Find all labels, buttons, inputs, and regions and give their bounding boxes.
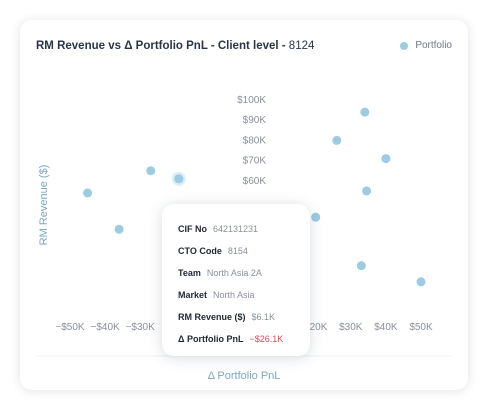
x-tick-label: $40K bbox=[374, 322, 398, 333]
y-tick-label: $60K bbox=[243, 176, 267, 187]
tooltip-value: −$26.1K bbox=[249, 334, 284, 344]
x-tick-label: $20K bbox=[304, 322, 328, 333]
tooltip-value: North Asia 2A bbox=[206, 268, 262, 278]
tooltip-label: Market bbox=[178, 290, 208, 300]
tooltip-row: CTO Code 8154 bbox=[178, 240, 310, 262]
tooltip-row: Team North Asia 2A bbox=[178, 262, 310, 284]
tooltip-value: $6.1K bbox=[251, 312, 276, 322]
tooltip-label: Team bbox=[178, 268, 201, 278]
data-point[interactable] bbox=[311, 212, 321, 222]
data-point[interactable] bbox=[146, 166, 156, 176]
x-tick-label: −$50K bbox=[55, 322, 85, 333]
x-tick-label: $30K bbox=[339, 322, 363, 333]
point-tooltip: CIF No 642131231 CTO Code 8154 Team North Asi… bbox=[162, 204, 310, 356]
tooltip-value: 642131231 bbox=[213, 224, 259, 234]
y-tick-label: $70K bbox=[243, 156, 267, 167]
data-points bbox=[83, 107, 426, 287]
data-point[interactable] bbox=[356, 261, 366, 271]
tooltip-label: Δ Portfolio PnL bbox=[178, 334, 244, 344]
tooltip-label: CIF No bbox=[178, 224, 207, 234]
tooltip-row: CIF No 642131231 bbox=[178, 218, 310, 240]
legend-item-portfolio[interactable]: Portfolio bbox=[400, 40, 452, 51]
tooltip-label: CTO Code bbox=[178, 246, 222, 256]
chart-title-text: RM Revenue vs Δ Portfolio PnL - Client l… bbox=[36, 40, 289, 52]
tooltip-value: North Asia bbox=[213, 290, 255, 300]
data-point[interactable] bbox=[416, 277, 426, 287]
x-tick-label: −$30K bbox=[126, 322, 156, 333]
tooltip-row: Market North Asia bbox=[178, 284, 310, 306]
chart-card: RM Revenue vs Δ Portfolio PnL - Client l… bbox=[20, 20, 468, 390]
data-point[interactable] bbox=[360, 107, 370, 117]
scatter-plot: $60K $70K $80K $90K $100K −$50K −$40K −$30K $20… bbox=[36, 95, 452, 382]
x-tick-label: $50K bbox=[409, 322, 433, 333]
tooltip-row: RM Revenue ($) $6.1K bbox=[178, 306, 310, 328]
x-axis-title: Δ Portfolio PnL bbox=[208, 370, 281, 382]
data-point[interactable] bbox=[114, 224, 124, 234]
data-point[interactable] bbox=[381, 154, 391, 164]
y-tick-labels: $60K $70K $80K $90K $100K bbox=[237, 95, 266, 187]
legend-swatch bbox=[400, 41, 409, 50]
client-id: 8124 bbox=[288, 40, 315, 52]
legend-label: Portfolio bbox=[415, 40, 452, 51]
data-point[interactable] bbox=[362, 186, 372, 196]
data-point[interactable] bbox=[174, 174, 184, 184]
y-tick-label: $100K bbox=[237, 95, 266, 106]
chart-header: RM Revenue vs Δ Portfolio PnL - Client l… bbox=[20, 20, 468, 76]
tooltip-value: 8154 bbox=[227, 246, 248, 256]
x-tick-labels: −$50K −$40K −$30K $20K $30K $40K $50K bbox=[55, 322, 433, 333]
x-tick-label: −$40K bbox=[90, 322, 120, 333]
data-point[interactable] bbox=[332, 135, 342, 145]
y-tick-label: $80K bbox=[243, 135, 267, 146]
chart-title: RM Revenue vs Δ Portfolio PnL - Client l… bbox=[36, 40, 314, 52]
y-axis-title: RM Revenue ($) bbox=[38, 165, 50, 246]
tooltip-row: Δ Portfolio PnL −$26.1K bbox=[178, 328, 310, 350]
tooltip-label: RM Revenue ($) bbox=[178, 312, 246, 322]
y-tick-label: $90K bbox=[243, 115, 267, 126]
data-point[interactable] bbox=[83, 188, 93, 198]
